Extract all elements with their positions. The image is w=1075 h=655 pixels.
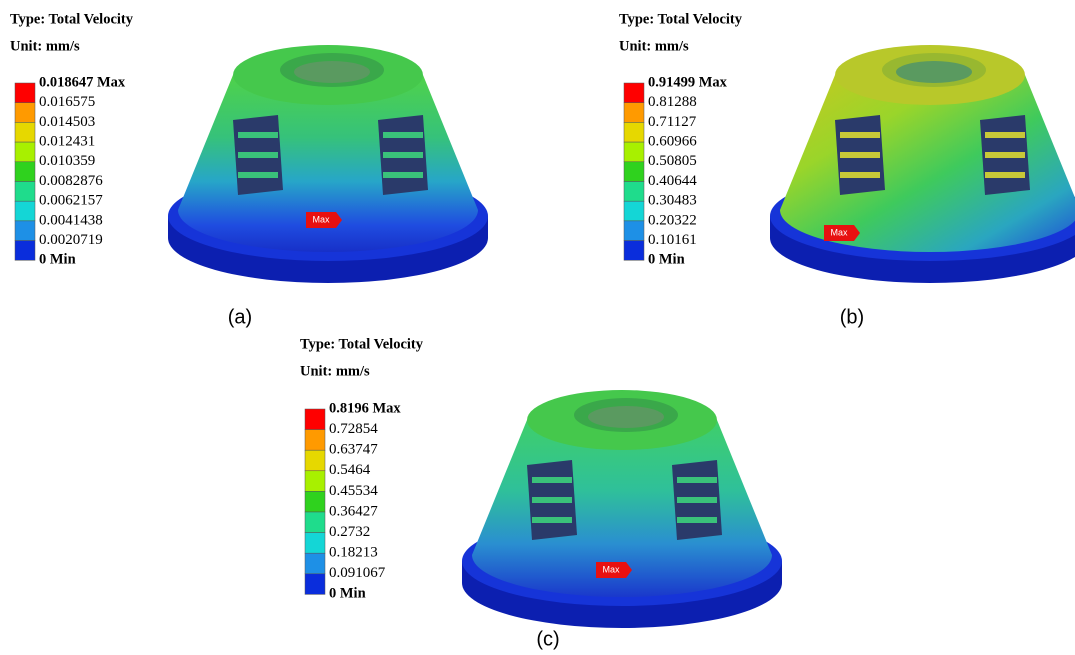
legend-label: 0 Min (648, 252, 685, 268)
legend-swatch (305, 533, 325, 554)
legend-label: 0.81288 (648, 94, 697, 110)
top-hole-inner (588, 406, 664, 428)
window-rib (985, 132, 1025, 138)
window-rib (677, 497, 717, 503)
panel-title: Type: Total Velocity (10, 11, 134, 27)
part-model: Max (168, 45, 488, 283)
legend-label: 0.72854 (329, 421, 378, 437)
legend-swatch (15, 142, 35, 162)
top-hole-inner (294, 61, 370, 83)
legend-label: 0.8196 Max (329, 400, 401, 416)
legend-label: 0.091067 (329, 565, 386, 581)
window-rib (840, 172, 880, 178)
panel-unit: Unit: mm/s (10, 38, 80, 54)
legend-label: 0.20322 (648, 212, 697, 228)
legend-label: 0.0082876 (39, 173, 103, 189)
legend-label: 0.0020719 (39, 232, 103, 248)
legend-swatch (624, 162, 644, 182)
top-hole-inner (896, 61, 972, 83)
legend-swatch (305, 450, 325, 471)
window-rib (840, 152, 880, 158)
panel-unit: Unit: mm/s (619, 38, 689, 54)
window-rib (985, 152, 1025, 158)
window-rib (383, 172, 423, 178)
max-marker-label: Max (312, 214, 330, 224)
legend-swatch (624, 201, 644, 221)
window-rib (532, 517, 572, 523)
window-rib (985, 172, 1025, 178)
legend-swatch (305, 471, 325, 492)
legend-label: 0.45534 (329, 483, 378, 499)
legend-label: 0.018647 Max (39, 74, 126, 90)
legend-swatch (305, 553, 325, 574)
legend-label: 0 Min (39, 252, 76, 268)
legend-label: 0.016575 (39, 94, 95, 110)
max-marker-label: Max (830, 227, 848, 237)
legend-label: 0.30483 (648, 193, 697, 209)
legend-swatch (15, 162, 35, 182)
legend-swatch (15, 201, 35, 221)
legend-label: 0 Min (329, 586, 366, 602)
legend-label: 0.012431 (39, 134, 95, 150)
legend-swatch (305, 574, 325, 595)
legend-label: 0.010359 (39, 153, 95, 169)
window-rib (840, 132, 880, 138)
panel-title: Type: Total Velocity (619, 11, 743, 27)
panel-title: Type: Total Velocity (300, 336, 424, 352)
panel-caption: (a) (228, 306, 252, 328)
legend-label: 0.60966 (648, 134, 697, 150)
window-rib (238, 132, 278, 138)
legend-label: 0.36427 (329, 503, 378, 519)
panel-caption: (b) (840, 306, 864, 328)
legend-label: 0.0062157 (39, 193, 103, 209)
legend-swatch (624, 241, 644, 261)
legend-label: 0.91499 Max (648, 74, 728, 90)
legend-swatch (305, 430, 325, 451)
legend-swatch (624, 182, 644, 202)
legend-swatch (15, 221, 35, 241)
max-marker-label: Max (602, 564, 620, 574)
legend-label: 0.50805 (648, 153, 697, 169)
panel-unit: Unit: mm/s (300, 363, 370, 379)
part-model: Max (770, 45, 1075, 283)
part-model: Max (462, 390, 782, 628)
legend-swatch (15, 122, 35, 142)
legend-swatch (15, 103, 35, 123)
window-rib (677, 477, 717, 483)
legend-swatch (305, 491, 325, 512)
window-rib (383, 152, 423, 158)
legend-label: 0.5464 (329, 462, 371, 478)
legend-label: 0.0041438 (39, 212, 103, 228)
window-rib (238, 152, 278, 158)
legend-swatch (624, 103, 644, 123)
legend-label: 0.2732 (329, 524, 370, 540)
legend-swatch (305, 512, 325, 533)
legend-swatch (15, 182, 35, 202)
window-rib (532, 497, 572, 503)
legend-label: 0.71127 (648, 114, 697, 130)
legend-swatch (624, 83, 644, 103)
legend-swatch (624, 122, 644, 142)
window-rib (383, 132, 423, 138)
legend-label: 0.40644 (648, 173, 697, 189)
legend-label: 0.014503 (39, 114, 95, 130)
legend-label: 0.10161 (648, 232, 697, 248)
window-rib (238, 172, 278, 178)
legend-swatch (15, 241, 35, 261)
legend-label: 0.18213 (329, 545, 378, 561)
legend-label: 0.63747 (329, 442, 378, 458)
window-rib (677, 517, 717, 523)
figure: Type: Total Velocity Unit: mm/s 0.018647 M… (0, 0, 1075, 655)
legend-swatch (624, 142, 644, 162)
legend-swatch (624, 221, 644, 241)
window-rib (532, 477, 572, 483)
panel-caption: (c) (536, 628, 559, 650)
legend-swatch (305, 409, 325, 430)
legend-swatch (15, 83, 35, 103)
